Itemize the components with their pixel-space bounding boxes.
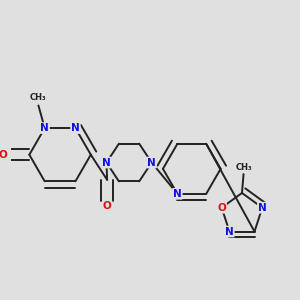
Text: O: O: [0, 150, 7, 160]
Text: O: O: [217, 203, 226, 213]
Text: CH₃: CH₃: [30, 93, 47, 102]
Text: N: N: [225, 226, 234, 237]
Text: N: N: [71, 123, 80, 133]
Text: CH₃: CH₃: [235, 163, 252, 172]
Text: N: N: [147, 158, 156, 167]
Text: N: N: [258, 203, 267, 213]
Text: N: N: [40, 123, 49, 133]
Text: N: N: [102, 158, 111, 167]
Text: N: N: [173, 189, 182, 199]
Text: O: O: [103, 201, 112, 211]
